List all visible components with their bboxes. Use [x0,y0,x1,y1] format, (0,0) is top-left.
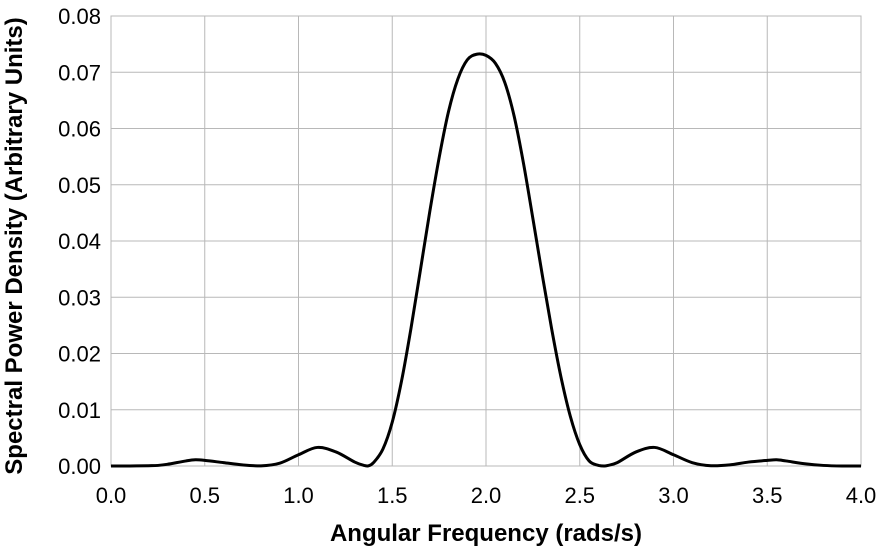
y-tick-label: 0.05 [58,173,101,198]
x-tick-labels: 0.0 0.5 1.0 1.5 2.0 2.5 3.0 3.5 4.0 [96,483,877,508]
plot-frame [110,15,862,467]
y-tick-label: 0.04 [58,229,101,254]
y-tick-label: 0.00 [58,454,101,479]
y-tick-label: 0.06 [58,117,101,142]
x-tick-label: 2.5 [564,483,595,508]
y-tick-label: 0.01 [58,398,101,423]
y-tick-label: 0.07 [58,60,101,85]
x-tick-label: 3.0 [658,483,689,508]
x-tick-label: 1.5 [377,483,408,508]
x-axis-title: Angular Frequency (rads/s) [330,520,642,547]
x-tick-label: 1.0 [283,483,314,508]
x-tick-label: 2.0 [471,483,502,508]
y-axis-title: Spectral Power Density (Arbitrary Units) [1,17,28,474]
x-tick-label: 0.0 [96,483,127,508]
y-tick-label: 0.03 [58,285,101,310]
y-tick-labels: 0.00 0.01 0.02 0.03 0.04 0.05 0.06 0.07 0.08 [58,4,101,479]
y-tick-label: 0.08 [58,4,101,29]
spectral-density-curve [111,52,861,468]
x-tick-label: 0.5 [189,483,220,508]
y-tick-label: 0.02 [58,342,101,367]
grid-lines [110,15,862,467]
x-tick-label: 4.0 [846,483,877,508]
x-tick-label: 3.5 [752,483,783,508]
